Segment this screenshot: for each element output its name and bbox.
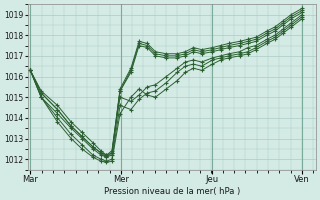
X-axis label: Pression niveau de la mer( hPa ): Pression niveau de la mer( hPa ) <box>104 187 240 196</box>
